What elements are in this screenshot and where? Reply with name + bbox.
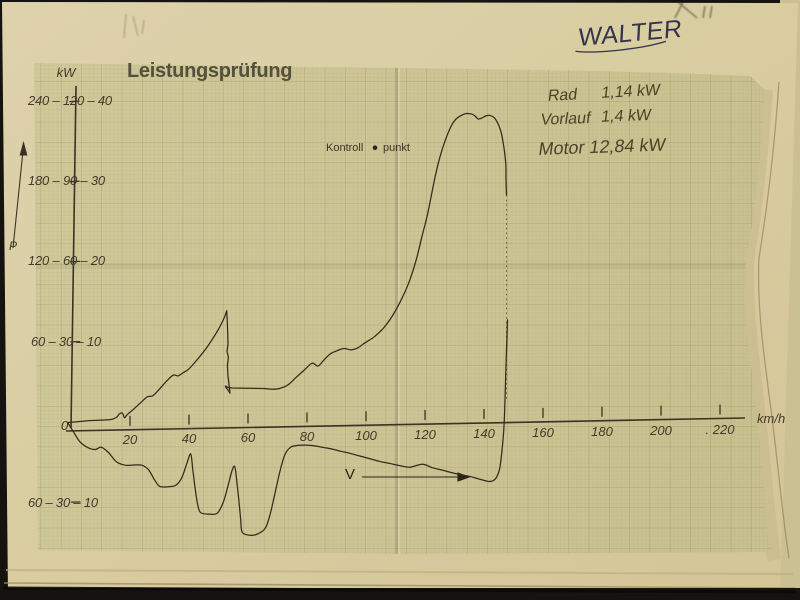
svg-text:60 – 30 – 10: 60 – 30 – 10 [31, 334, 102, 349]
svg-text:80: 80 [300, 429, 315, 444]
svg-text:1,14 kW: 1,14 kW [600, 81, 662, 102]
svg-text:V: V [345, 466, 355, 483]
svg-text:1,4 kW: 1,4 kW [600, 106, 653, 126]
svg-text:Vorlauf: Vorlauf [540, 109, 593, 129]
svg-text:20: 20 [122, 432, 138, 447]
svg-text:40: 40 [182, 431, 197, 446]
svg-text:200: 200 [649, 423, 672, 438]
svg-text:Leistungsprüfung: Leistungsprüfung [127, 60, 292, 82]
svg-text:Rad: Rad [547, 85, 579, 105]
svg-text:120: 120 [414, 427, 436, 442]
svg-text:. 220: . 220 [706, 422, 736, 437]
svg-text:0: 0 [61, 418, 69, 433]
svg-text:240 – 120 – 40: 240 – 120 – 40 [27, 93, 113, 108]
svg-text:120 – 60 – 20: 120 – 60 – 20 [28, 253, 106, 268]
svg-text:100: 100 [355, 428, 377, 443]
svg-text:60: 60 [241, 430, 256, 445]
svg-text:140: 140 [473, 426, 495, 441]
svg-text:160: 160 [532, 425, 554, 440]
svg-text:180: 180 [591, 424, 613, 439]
svg-text:Kontroll: Kontroll [326, 142, 363, 154]
svg-text:60 – 30 – 10: 60 – 30 – 10 [28, 495, 99, 510]
svg-text:180 – 90 – 30: 180 – 90 – 30 [28, 173, 106, 188]
svg-text:kW: kW [57, 65, 78, 80]
svg-text:km/h: km/h [757, 411, 785, 426]
svg-text:punkt: punkt [383, 142, 410, 154]
